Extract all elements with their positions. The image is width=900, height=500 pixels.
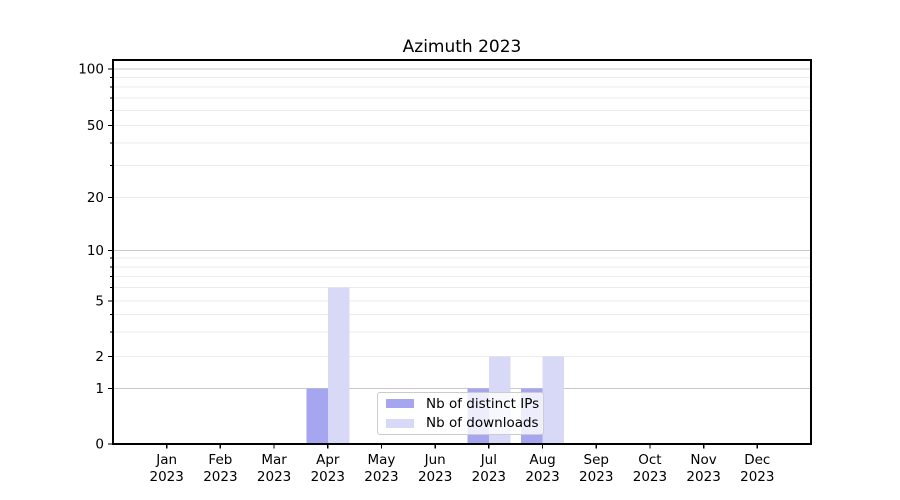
x-tick-label-year: 2023 xyxy=(203,469,237,485)
bar-apr-s0 xyxy=(306,388,328,444)
x-tick-label-year: 2023 xyxy=(633,469,667,485)
plot-area-border xyxy=(112,59,812,445)
x-tick-label-month: Jan xyxy=(155,452,177,468)
x-tick-label-year: 2023 xyxy=(364,469,398,485)
y-tick-label: 2 xyxy=(95,349,104,365)
gridlines-group xyxy=(113,68,811,389)
bar-apr-s1 xyxy=(327,287,350,444)
x-tick-label-year: 2023 xyxy=(150,469,184,485)
y-tick-label: 1 xyxy=(95,381,104,397)
x-tick-label-month: Jul xyxy=(480,452,497,468)
legend-swatch-downloads xyxy=(386,418,414,428)
x-tick-label-month: Sep xyxy=(584,452,609,468)
y-tick-label: 100 xyxy=(78,62,104,78)
axes-group xyxy=(108,59,812,449)
x-tick-label-year: 2023 xyxy=(418,469,452,485)
y-tick-label: 20 xyxy=(87,190,104,206)
x-tick-label-year: 2023 xyxy=(472,469,506,485)
legend-label-distinct-ips: Nb of distinct IPs xyxy=(426,395,540,412)
x-tick-label-month: Oct xyxy=(638,452,661,468)
axis-labels-group: 0125102050100Jan2023Feb2023Mar2023Apr202… xyxy=(78,62,774,486)
x-tick-label-month: Apr xyxy=(316,452,340,468)
chart-title: Azimuth 2023 xyxy=(402,37,522,57)
y-tick-label: 5 xyxy=(95,294,104,310)
x-tick-label-year: 2023 xyxy=(311,469,345,485)
y-tick-label: 10 xyxy=(87,243,104,259)
x-tick-label-year: 2023 xyxy=(740,469,774,485)
x-tick-label-year: 2023 xyxy=(579,469,613,485)
bar-aug-s1 xyxy=(542,356,565,444)
x-tick-label-year: 2023 xyxy=(257,469,291,485)
x-tick-label-month: Feb xyxy=(208,452,232,468)
legend-item-distinct-ips: Nb of distinct IPs xyxy=(378,395,543,413)
x-tick-label-month: Nov xyxy=(690,452,716,468)
x-tick-label-month: Mar xyxy=(261,452,287,468)
x-tick-label-year: 2023 xyxy=(525,469,559,485)
x-tick-label-month: Aug xyxy=(529,452,555,468)
y-tick-label: 50 xyxy=(87,118,104,134)
legend-item-downloads: Nb of downloads xyxy=(378,414,543,432)
x-tick-label-year: 2023 xyxy=(686,469,720,485)
y-tick-label: 0 xyxy=(95,437,104,453)
x-tick-label-month: Jun xyxy=(424,452,446,468)
x-tick-label-month: Dec xyxy=(744,452,770,468)
legend-label-downloads: Nb of downloads xyxy=(426,415,539,432)
x-tick-label-month: May xyxy=(368,452,396,468)
legend: Nb of distinct IPs Nb of downloads xyxy=(377,392,544,435)
legend-swatch-distinct-ips xyxy=(386,399,414,409)
